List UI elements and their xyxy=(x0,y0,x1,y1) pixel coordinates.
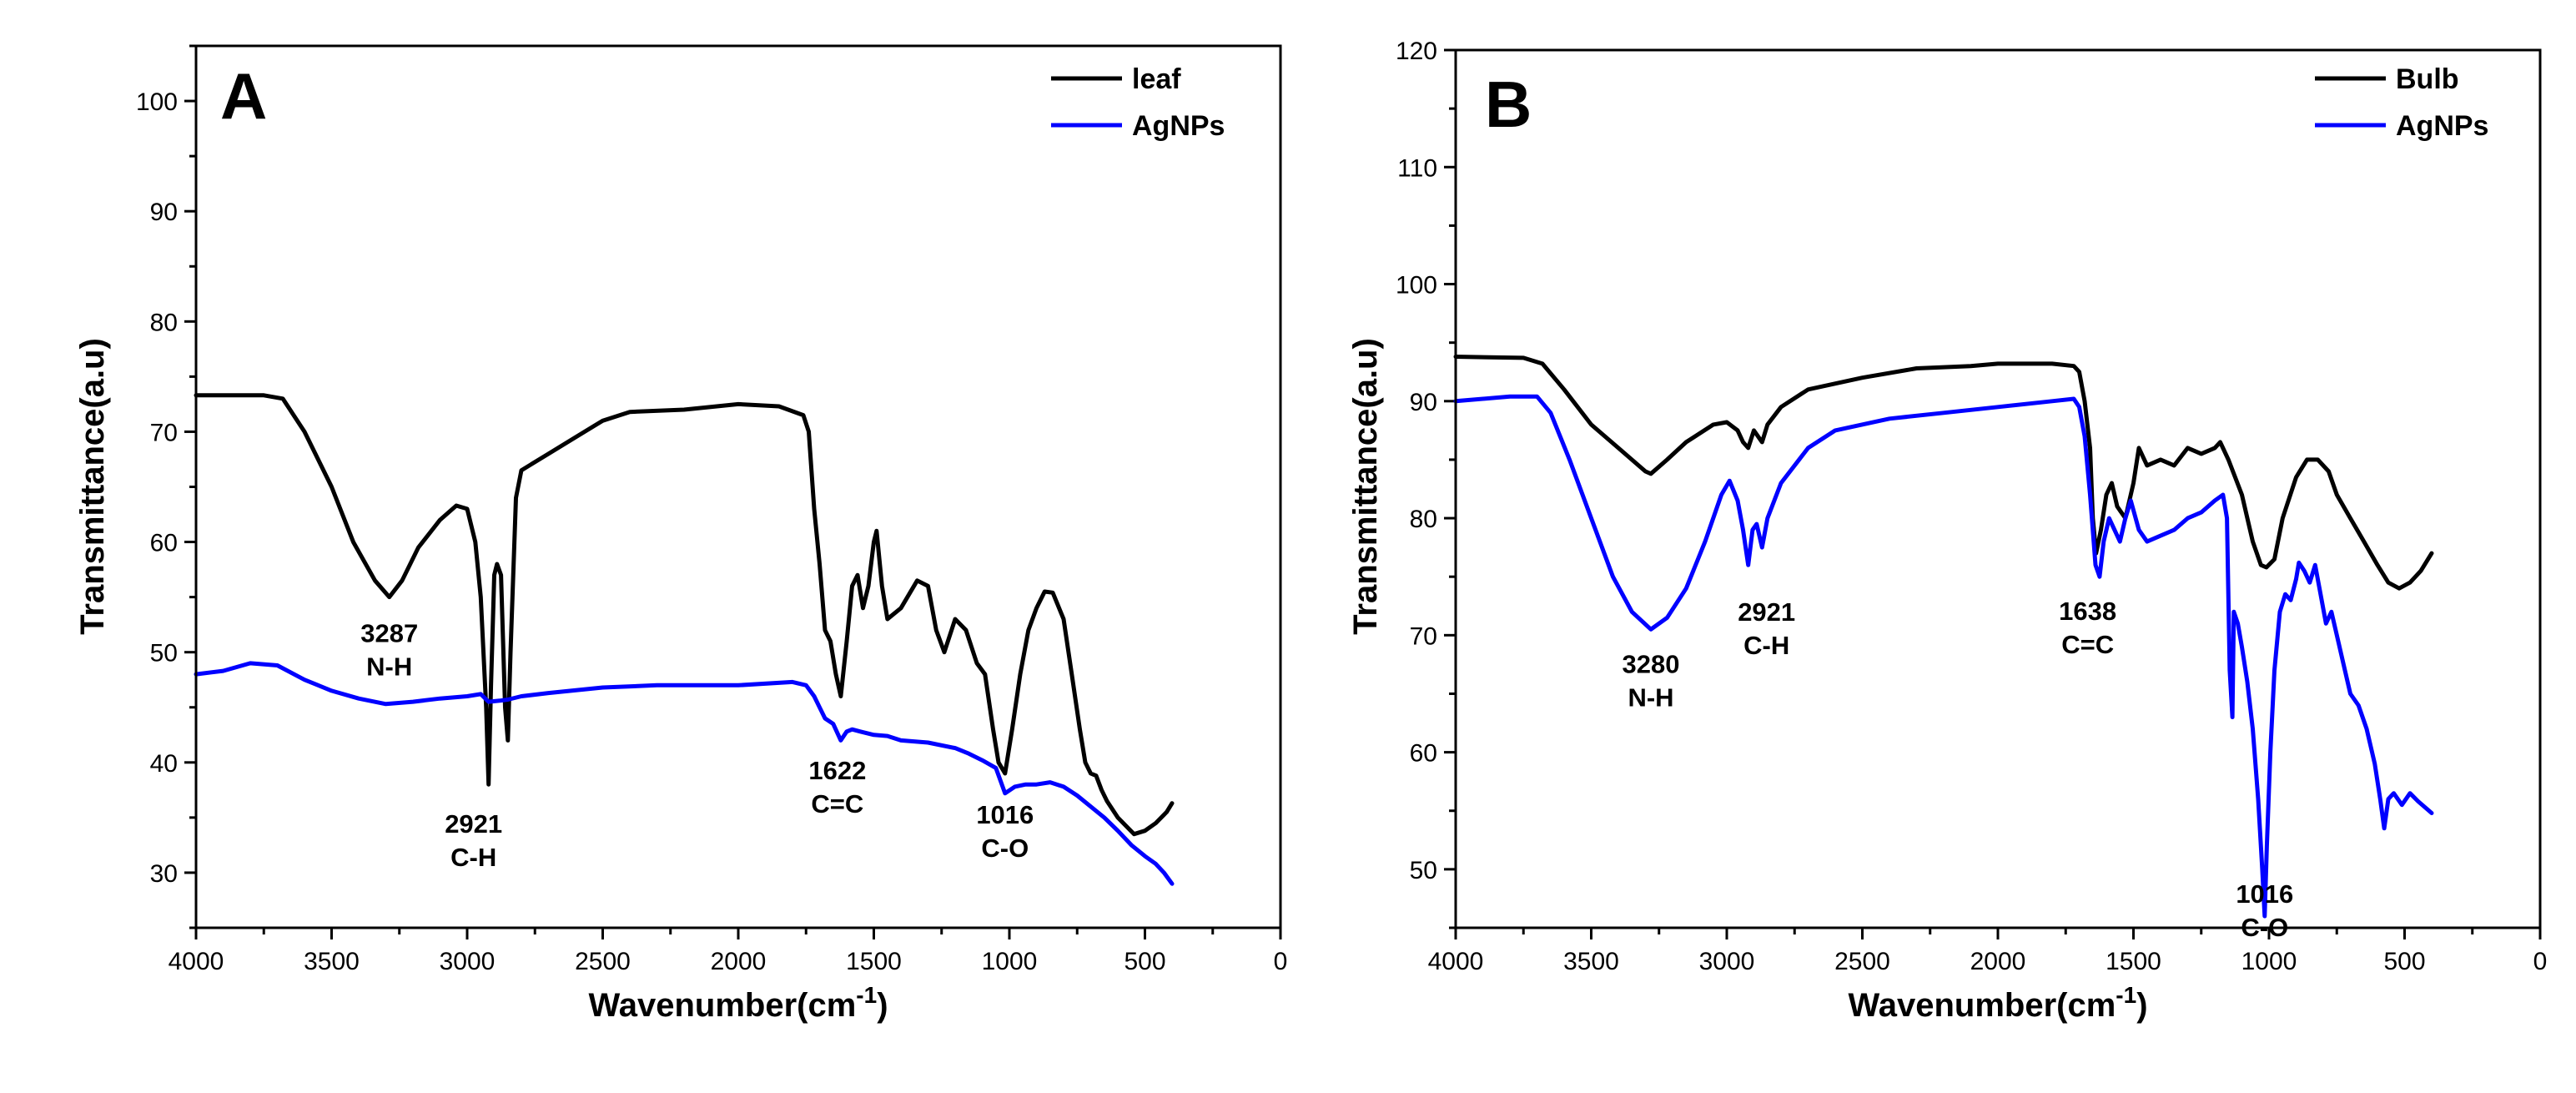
panel-a-y-tick-label: 70 xyxy=(150,419,178,446)
panel-a-tick-labels: 4000 3500 3000 2500 2000 1500 1000 500 0 30 40 50 60… xyxy=(136,88,1287,975)
panel-b-annotation-bond: C=C xyxy=(2061,630,2114,659)
panel-b-legend-label-bulb: Bulb xyxy=(2396,63,2459,95)
panel-a-legend: leaf AgNPs xyxy=(1051,63,1225,142)
panel-b-y-tick-label: 100 xyxy=(1396,272,1437,300)
panel-a-y-tick-label: 40 xyxy=(150,750,178,778)
panel-b-x-tick-label: 4000 xyxy=(1428,948,1484,975)
panel-b-y-tick-label: 110 xyxy=(1397,154,1437,182)
panel-a-annotations: 3287 N-H 2921 C-H 1622 C=C 1016 C-O xyxy=(360,619,1034,873)
panel-b-series-bulb-line xyxy=(1453,355,2434,591)
panel-b-x-axis-title: Wavenumber(cm-1) xyxy=(1848,982,2147,1024)
panel-a-y-tick-label: 80 xyxy=(150,309,178,336)
panel-b-annotation-wavenumber: 2921 xyxy=(1738,597,1795,627)
panel-b-tick-labels: 4000 3500 3000 2500 2000 1500 1000 500 0 50 60 70 80… xyxy=(1396,38,2547,975)
panel-b: B 4000 3500 3000 2500 2000 1500 1000 500 0 50 60 70… xyxy=(1347,38,2547,1024)
panel-b-annotations: 3280 N-H 2921 C-H 1638 C=C 1016 C-O xyxy=(1623,597,2294,942)
panel-b-label: B xyxy=(1485,68,1532,141)
panel-b-x-tick-label: 2000 xyxy=(1970,948,2026,975)
panel-b-annotation-wavenumber: 1016 xyxy=(2236,879,2293,909)
panel-a-y-tick-label: 100 xyxy=(136,88,178,116)
panel-a-y-tick-label: 30 xyxy=(150,860,178,888)
panel-b-x-tick-label: 1000 xyxy=(2241,948,2297,975)
panel-a-annotation-bond: C-O xyxy=(981,834,1029,863)
panel-b-annotation-bond: C-H xyxy=(1743,631,1789,660)
panel-a-x-tick-label: 3000 xyxy=(440,948,496,975)
panel-a-series-leaf-line xyxy=(194,393,1175,837)
panel-b-y-axis-title: Transmittance(a.u) xyxy=(1347,338,1384,635)
panel-a-annotation-wavenumber: 2921 xyxy=(445,809,502,839)
panel-b-annotation-wavenumber: 1638 xyxy=(2059,597,2116,626)
panel-a-x-tick-label: 1000 xyxy=(982,948,1038,975)
panel-a-x-tick-label: 500 xyxy=(1124,948,1165,975)
panel-a-y-tick-label: 90 xyxy=(150,199,178,226)
panel-a-plot-frame xyxy=(194,44,1282,929)
panel-b-y-tick-label: 90 xyxy=(1410,389,1437,416)
panel-a-x-axis-title: Wavenumber(cm-1) xyxy=(588,982,888,1024)
panel-a-label: A xyxy=(220,59,267,133)
panel-a-annotation-wavenumber: 1622 xyxy=(808,756,866,785)
panel-b-y-tick-label: 70 xyxy=(1410,622,1437,650)
panel-a-x-tick-label: 3500 xyxy=(304,948,360,975)
panel-b-x-tick-label: 3000 xyxy=(1699,948,1755,975)
panel-b-x-tick-label: 500 xyxy=(2383,948,2425,975)
panel-a-annotation-bond: C-H xyxy=(450,843,496,872)
panel-b-legend-label-agnps: AgNPs xyxy=(2396,110,2488,142)
panel-b-y-tick-label: 50 xyxy=(1410,857,1437,884)
panel-a-y-tick-label: 50 xyxy=(150,640,178,667)
panel-b-ticks xyxy=(1444,48,2542,939)
panel-b-annotation-bond: N-H xyxy=(1628,682,1673,712)
panel-b-y-tick-label: 60 xyxy=(1410,740,1437,768)
panel-b-x-tick-label: 3500 xyxy=(1563,948,1619,975)
panel-a-legend-label-agnps: AgNPs xyxy=(1132,110,1225,142)
panel-a-series-group xyxy=(194,393,1175,886)
panel-a: A 4000 3500 3000 2500 2000 1500 1000 500 0 30 40 50… xyxy=(74,44,1287,1024)
panel-b-legend: Bulb AgNPs xyxy=(2315,63,2488,142)
panel-a-legend-label-leaf: leaf xyxy=(1132,63,1181,95)
panel-a-annotation-bond: C=C xyxy=(811,789,863,818)
panel-b-y-tick-label: 120 xyxy=(1396,38,1437,65)
panel-b-annotation-wavenumber: 3280 xyxy=(1623,649,1680,678)
panel-b-x-tick-label: 0 xyxy=(2533,948,2548,975)
panel-a-series-agnps-line xyxy=(194,661,1175,886)
panel-a-y-axis-title: Transmittance(a.u) xyxy=(74,338,111,635)
panel-b-x-tick-label: 2500 xyxy=(1834,948,1890,975)
panel-a-x-tick-label: 2000 xyxy=(711,948,767,975)
panel-a-x-tick-label: 0 xyxy=(1274,948,1288,975)
panel-a-x-tick-label: 1500 xyxy=(846,948,902,975)
panel-b-x-tick-label: 1500 xyxy=(2106,948,2161,975)
panel-b-annotation-bond: C-O xyxy=(2241,913,2288,942)
panel-a-x-tick-label: 2500 xyxy=(575,948,631,975)
panel-b-y-tick-label: 80 xyxy=(1410,506,1437,533)
panel-a-annotation-bond: N-H xyxy=(366,652,412,682)
panel-a-annotation-wavenumber: 3287 xyxy=(360,619,418,648)
panel-b-series-agnps-line xyxy=(1453,394,2434,919)
panel-a-annotation-wavenumber: 1016 xyxy=(976,800,1034,829)
panel-a-x-tick-label: 4000 xyxy=(169,948,224,975)
panel-b-series-group xyxy=(1453,355,2434,919)
panel-b-plot-frame xyxy=(1454,48,2542,929)
panel-a-ticks xyxy=(184,44,1282,939)
panel-a-y-tick-label: 60 xyxy=(150,530,178,557)
